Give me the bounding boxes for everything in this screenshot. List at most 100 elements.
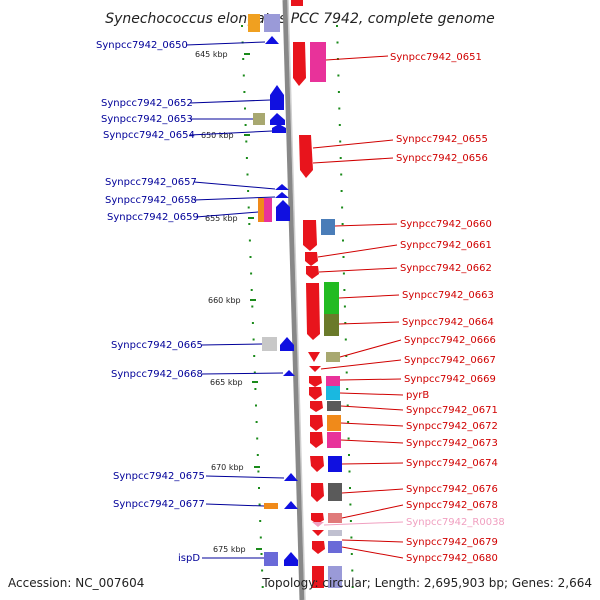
gene-0660-arrow[interactable] xyxy=(303,220,317,251)
gene-0659-arrow[interactable] xyxy=(276,200,290,221)
label-0656[interactable]: Synpcc7942_0656 xyxy=(396,153,488,164)
gene-0658-arrow[interactable] xyxy=(275,192,289,198)
label-0668[interactable]: Synpcc7942_0668 xyxy=(111,369,203,380)
gene-0681b-feature[interactable] xyxy=(328,566,342,588)
gene-0652-arrow[interactable] xyxy=(270,85,284,110)
label-0665[interactable]: Synpcc7942_0665 xyxy=(111,340,203,351)
gene-0674-arrow[interactable] xyxy=(310,456,324,472)
label-0677[interactable]: Synpcc7942_0677 xyxy=(113,499,205,510)
label-0654[interactable]: Synpcc7942_0654 xyxy=(103,130,195,141)
gene-0676-arrow[interactable] xyxy=(311,483,324,502)
gene-0667-arrow[interactable] xyxy=(309,366,321,372)
gene-0655-arrow[interactable] xyxy=(299,135,313,178)
gene-0672-feature[interactable] xyxy=(327,415,341,431)
gene-0677-feature[interactable] xyxy=(264,503,278,509)
gene-ispD-arrow[interactable] xyxy=(284,552,298,566)
label-0652[interactable]: Synpcc7942_0652 xyxy=(101,98,193,109)
label-0664[interactable]: Synpcc7942_0664 xyxy=(402,317,494,328)
label-0676[interactable]: Synpcc7942_0676 xyxy=(406,484,498,495)
gene-0672-arrow[interactable] xyxy=(310,415,323,431)
gene-0673-feature[interactable] xyxy=(327,432,341,448)
label-0655[interactable]: Synpcc7942_0655 xyxy=(396,134,488,145)
gene-0677-arrow[interactable] xyxy=(284,501,298,509)
label-R0038[interactable]: Synpcc7942_R0038 xyxy=(406,517,505,528)
gene-0675-arrow[interactable] xyxy=(284,473,298,481)
label-0673[interactable]: Synpcc7942_0673 xyxy=(406,438,498,449)
tick-dot xyxy=(345,355,348,357)
gene-0680-arrow[interactable] xyxy=(312,541,325,554)
label-0650[interactable]: Synpcc7942_0650 xyxy=(96,40,188,51)
label-ispD[interactable]: ispD xyxy=(178,553,200,564)
gene-pyrB-feature[interactable] xyxy=(326,386,340,400)
label-0674[interactable]: Synpcc7942_0674 xyxy=(406,458,498,469)
gene-0663-feature[interactable] xyxy=(324,282,339,314)
label-0658[interactable]: Synpcc7942_0658 xyxy=(105,195,197,206)
label-0653[interactable]: Synpcc7942_0653 xyxy=(101,114,193,125)
label-0669[interactable]: Synpcc7942_0669 xyxy=(404,374,496,385)
label-0678[interactable]: Synpcc7942_0678 xyxy=(406,500,498,511)
gene-ispD-feature[interactable] xyxy=(264,552,278,566)
kbp-645: 645 kbp xyxy=(195,50,228,59)
label-0663[interactable]: Synpcc7942_0663 xyxy=(402,290,494,301)
label-0680[interactable]: Synpcc7942_0680 xyxy=(406,553,498,564)
left-connectors xyxy=(185,41,285,559)
gene-top-feature[interactable] xyxy=(291,0,303,6)
label-0659[interactable]: Synpcc7942_0659 xyxy=(107,212,199,223)
gene-0653-arrow[interactable] xyxy=(270,113,285,125)
gene-0650-arrow[interactable] xyxy=(265,36,279,44)
label-pyrB[interactable]: pyrB xyxy=(406,390,429,401)
gene-0651-feature[interactable] xyxy=(310,42,326,82)
gene-0661-arrow[interactable] xyxy=(305,252,318,266)
gene-0654-arrow[interactable] xyxy=(272,124,286,133)
label-0666[interactable]: Synpcc7942_0666 xyxy=(404,335,496,346)
label-0661[interactable]: Synpcc7942_0661 xyxy=(400,240,492,251)
tick-dot xyxy=(341,223,344,225)
gene-0669-arrow[interactable] xyxy=(309,376,322,387)
gene-0659a-feature[interactable] xyxy=(258,198,264,222)
label-0679[interactable]: Synpcc7942_0679 xyxy=(406,537,498,548)
label-0667[interactable]: Synpcc7942_0667 xyxy=(404,355,496,366)
gene-0662-arrow[interactable] xyxy=(306,266,319,279)
label-0672[interactable]: Synpcc7942_0672 xyxy=(406,421,498,432)
tick-dot xyxy=(259,536,262,539)
gene-0671-arrow[interactable] xyxy=(310,401,323,412)
tick-dot xyxy=(345,371,348,374)
label-0651[interactable]: Synpcc7942_0651 xyxy=(390,52,482,63)
gene-0679-arrow[interactable] xyxy=(312,530,324,536)
gene-0676-feature[interactable] xyxy=(328,483,342,501)
gene-0673-arrow[interactable] xyxy=(310,432,323,448)
gene-0671-feature[interactable] xyxy=(327,401,341,411)
gene-0649-feature[interactable] xyxy=(248,14,260,32)
label-0671[interactable]: Synpcc7942_0671 xyxy=(406,405,498,416)
gene-0680-feature[interactable] xyxy=(328,541,342,553)
gene-0653-feature[interactable] xyxy=(253,113,265,125)
tick-dot xyxy=(343,289,346,291)
gene-0669-feature[interactable] xyxy=(326,376,340,386)
tick-dot xyxy=(255,404,257,407)
gene-0668-arrow[interactable] xyxy=(283,370,295,376)
gene-0679-feature[interactable] xyxy=(328,530,342,536)
gene-0657-arrow[interactable] xyxy=(275,184,289,190)
rna-R0038-arrow[interactable] xyxy=(312,522,324,527)
gene-0651-arrow[interactable] xyxy=(293,42,306,86)
gene-0681-feature[interactable] xyxy=(312,566,324,588)
gene-0659b-feature[interactable] xyxy=(264,198,272,222)
label-0675[interactable]: Synpcc7942_0675 xyxy=(113,471,205,482)
gene-0666-arrow[interactable] xyxy=(308,352,320,362)
label-0657[interactable]: Synpcc7942_0657 xyxy=(105,177,197,188)
label-0660[interactable]: Synpcc7942_0660 xyxy=(400,219,492,230)
gene-0660-feature[interactable] xyxy=(321,219,335,235)
gene-0678-feature[interactable] xyxy=(328,513,342,523)
gene-0664-feature[interactable] xyxy=(324,314,339,336)
gene-0678-arrow[interactable] xyxy=(311,513,324,524)
label-0662[interactable]: Synpcc7942_0662 xyxy=(400,263,492,274)
tick-dot xyxy=(338,107,341,110)
gene-0663-arrow[interactable] xyxy=(306,283,320,340)
gene-pyrB-arrow[interactable] xyxy=(309,387,322,400)
gene-0666-feature[interactable] xyxy=(326,352,340,362)
gene-0650-feature[interactable] xyxy=(264,14,280,32)
gene-0665-arrow[interactable] xyxy=(280,337,294,351)
tick-dot xyxy=(254,388,257,390)
gene-0674-feature[interactable] xyxy=(328,456,342,472)
gene-0665-feature[interactable] xyxy=(262,337,277,351)
